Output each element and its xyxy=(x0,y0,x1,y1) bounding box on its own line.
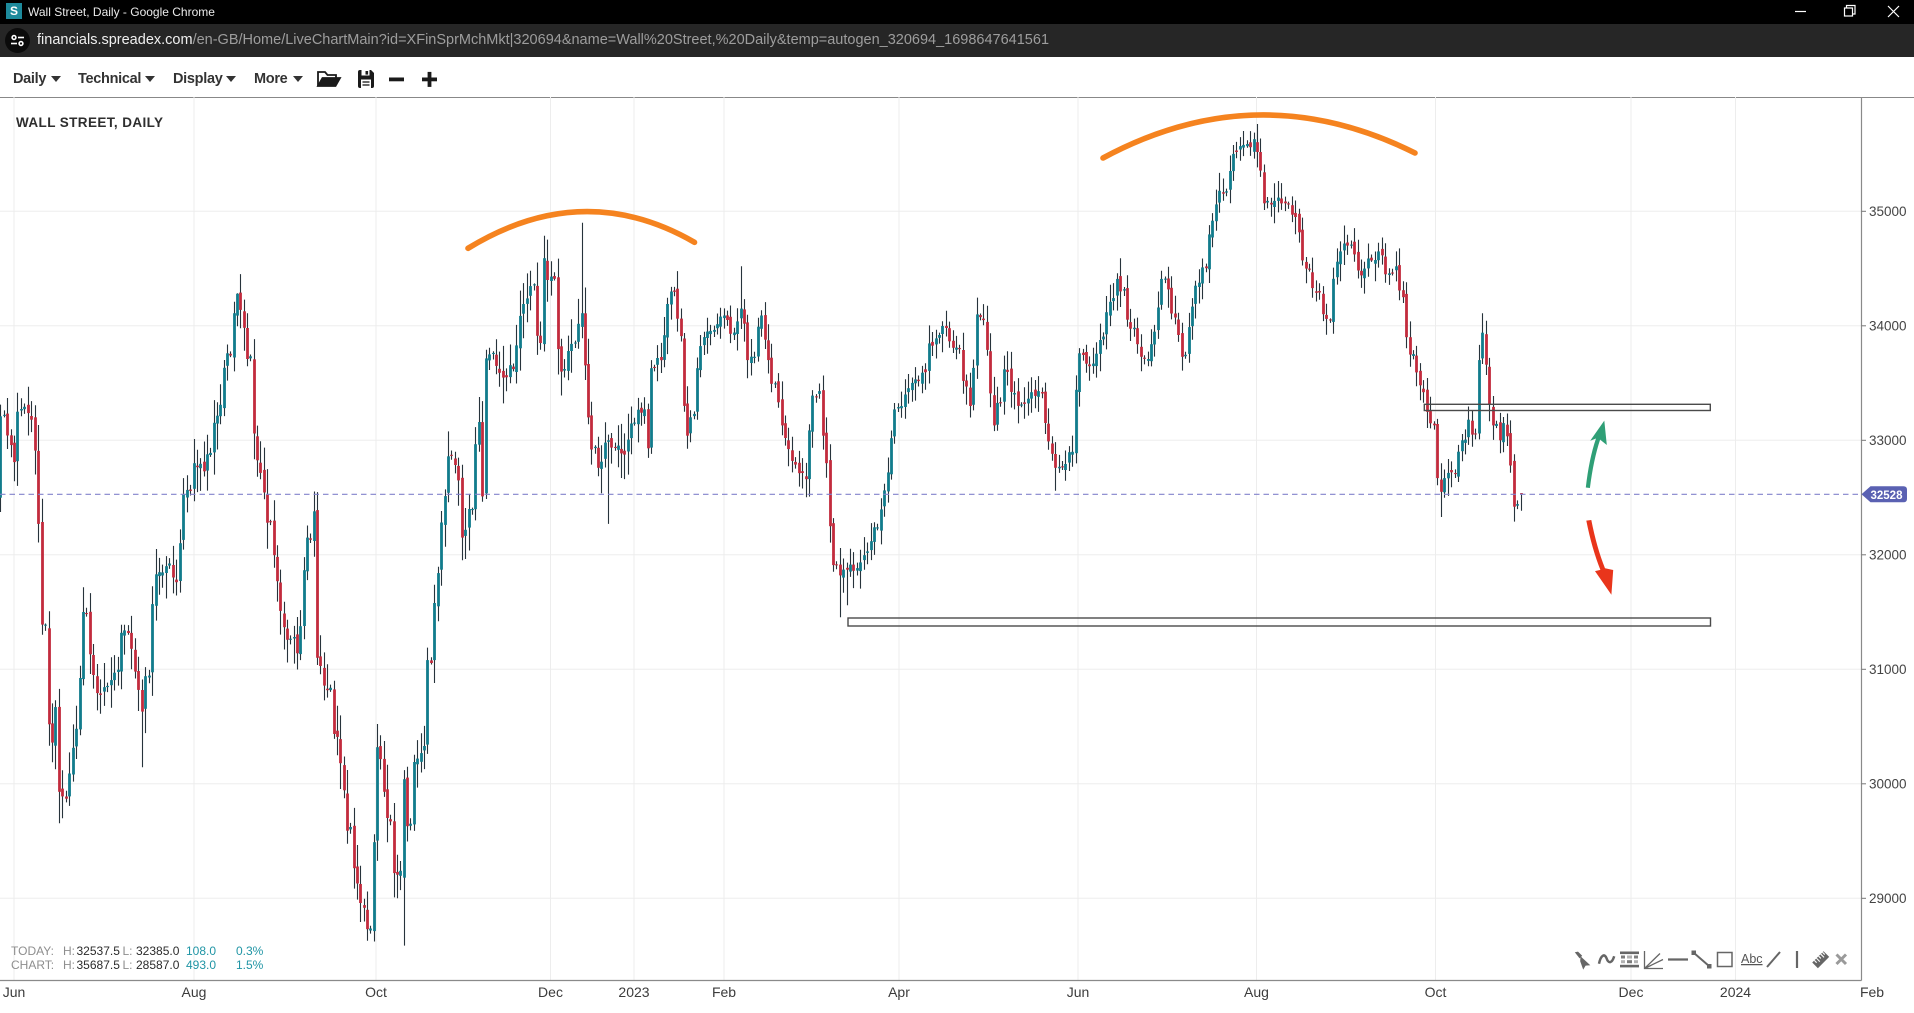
svg-text:Dec: Dec xyxy=(538,984,563,1000)
svg-text:TODAY:: TODAY: xyxy=(11,944,54,958)
svg-text:0.3%: 0.3% xyxy=(236,944,264,958)
svg-text:32385.0: 32385.0 xyxy=(136,944,180,958)
svg-text:Abc: Abc xyxy=(1741,952,1763,966)
svg-text:Feb: Feb xyxy=(712,984,736,1000)
svg-text:Aug: Aug xyxy=(182,984,207,1000)
svg-text:WALL STREET, DAILY: WALL STREET, DAILY xyxy=(16,115,163,130)
svg-text:L:: L: xyxy=(123,944,133,958)
svg-text:H:: H: xyxy=(63,944,75,958)
svg-text:Oct: Oct xyxy=(1425,984,1447,1000)
svg-text:32000: 32000 xyxy=(1869,547,1907,562)
svg-text:32528: 32528 xyxy=(1871,490,1904,502)
svg-text:H:: H: xyxy=(63,958,75,972)
svg-text:31000: 31000 xyxy=(1869,662,1907,677)
svg-text:Aug: Aug xyxy=(1244,984,1269,1000)
svg-text:32537.5: 32537.5 xyxy=(77,944,121,958)
svg-text:2023: 2023 xyxy=(618,984,649,1000)
svg-text:Dec: Dec xyxy=(1619,984,1644,1000)
svg-text:2024: 2024 xyxy=(1720,984,1751,1000)
svg-text:Jun: Jun xyxy=(1067,984,1090,1000)
svg-text:493.0: 493.0 xyxy=(186,958,216,972)
svg-text:35687.5: 35687.5 xyxy=(77,958,121,972)
svg-text:30000: 30000 xyxy=(1869,776,1907,791)
svg-text:Jun: Jun xyxy=(3,984,26,1000)
svg-text:1.5%: 1.5% xyxy=(236,958,264,972)
svg-text:34000: 34000 xyxy=(1869,318,1907,333)
svg-text:33000: 33000 xyxy=(1869,433,1907,448)
svg-text:35000: 35000 xyxy=(1869,204,1907,219)
svg-text:CHART:: CHART: xyxy=(11,958,54,972)
svg-text:L:: L: xyxy=(123,958,133,972)
svg-text:29000: 29000 xyxy=(1869,891,1907,906)
svg-text:28587.0: 28587.0 xyxy=(136,958,180,972)
svg-text:Apr: Apr xyxy=(888,984,910,1000)
svg-text:108.0: 108.0 xyxy=(186,944,216,958)
svg-text:Oct: Oct xyxy=(365,984,387,1000)
svg-text:Feb: Feb xyxy=(1860,984,1884,1000)
